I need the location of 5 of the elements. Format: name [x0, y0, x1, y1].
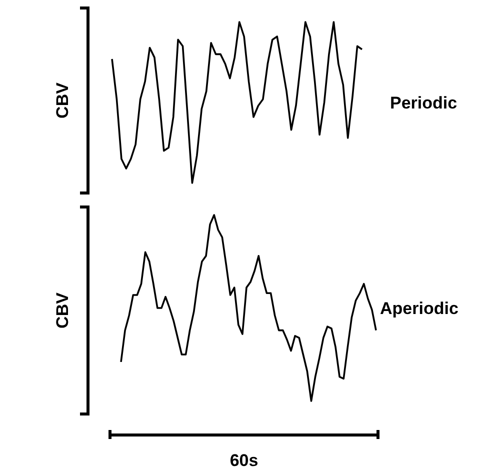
text: 60s [230, 451, 258, 470]
y-axis-title: CBV [53, 82, 72, 118]
y-axis-title: CBV [53, 292, 72, 328]
text: Periodic [390, 94, 458, 112]
series-label: Aperiodic [380, 299, 458, 318]
